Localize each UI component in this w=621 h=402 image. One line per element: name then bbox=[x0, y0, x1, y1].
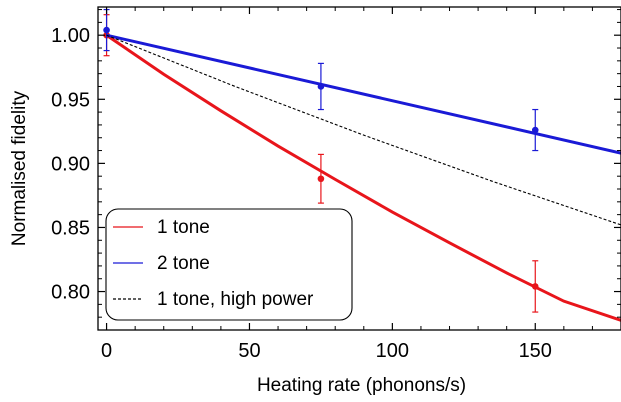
x-tick-label: 100 bbox=[376, 340, 409, 362]
legend: 1 tone 2 tone 1 tone, high power bbox=[105, 208, 353, 321]
legend-label: 1 tone bbox=[157, 217, 210, 238]
data-series-group bbox=[103, 8, 621, 322]
x-axis-title: Heating rate (phonons/s) bbox=[257, 375, 466, 396]
x-tick-label: 50 bbox=[238, 340, 260, 362]
data-point bbox=[317, 83, 325, 90]
data-point bbox=[317, 175, 325, 183]
y-tick-label: 0.95 bbox=[51, 89, 90, 111]
x-tick-label: 0 bbox=[101, 340, 112, 362]
data-point bbox=[103, 26, 110, 34]
data-point bbox=[531, 283, 539, 290]
y-tick-label: 0.80 bbox=[51, 282, 90, 304]
y-tick-label: 1.00 bbox=[51, 25, 90, 47]
x-axis: 0 50 100 150 bbox=[101, 7, 593, 362]
legend-label: 2 tone bbox=[157, 253, 210, 274]
y-tick-label: 0.85 bbox=[51, 217, 90, 239]
series-line-1-tone-high-power bbox=[106, 34, 621, 226]
legend-label: 1 tone, high power bbox=[157, 289, 314, 310]
x-tick-label: 150 bbox=[519, 340, 552, 362]
plot-frame bbox=[97, 6, 621, 331]
legend-box bbox=[105, 208, 353, 321]
y-axis: 0.80 0.85 0.90 0.95 1.00 bbox=[51, 9, 621, 318]
y-tick-label: 0.90 bbox=[51, 153, 90, 175]
data-point bbox=[531, 126, 539, 134]
y-axis-title: Normalised fidelity bbox=[9, 90, 30, 246]
